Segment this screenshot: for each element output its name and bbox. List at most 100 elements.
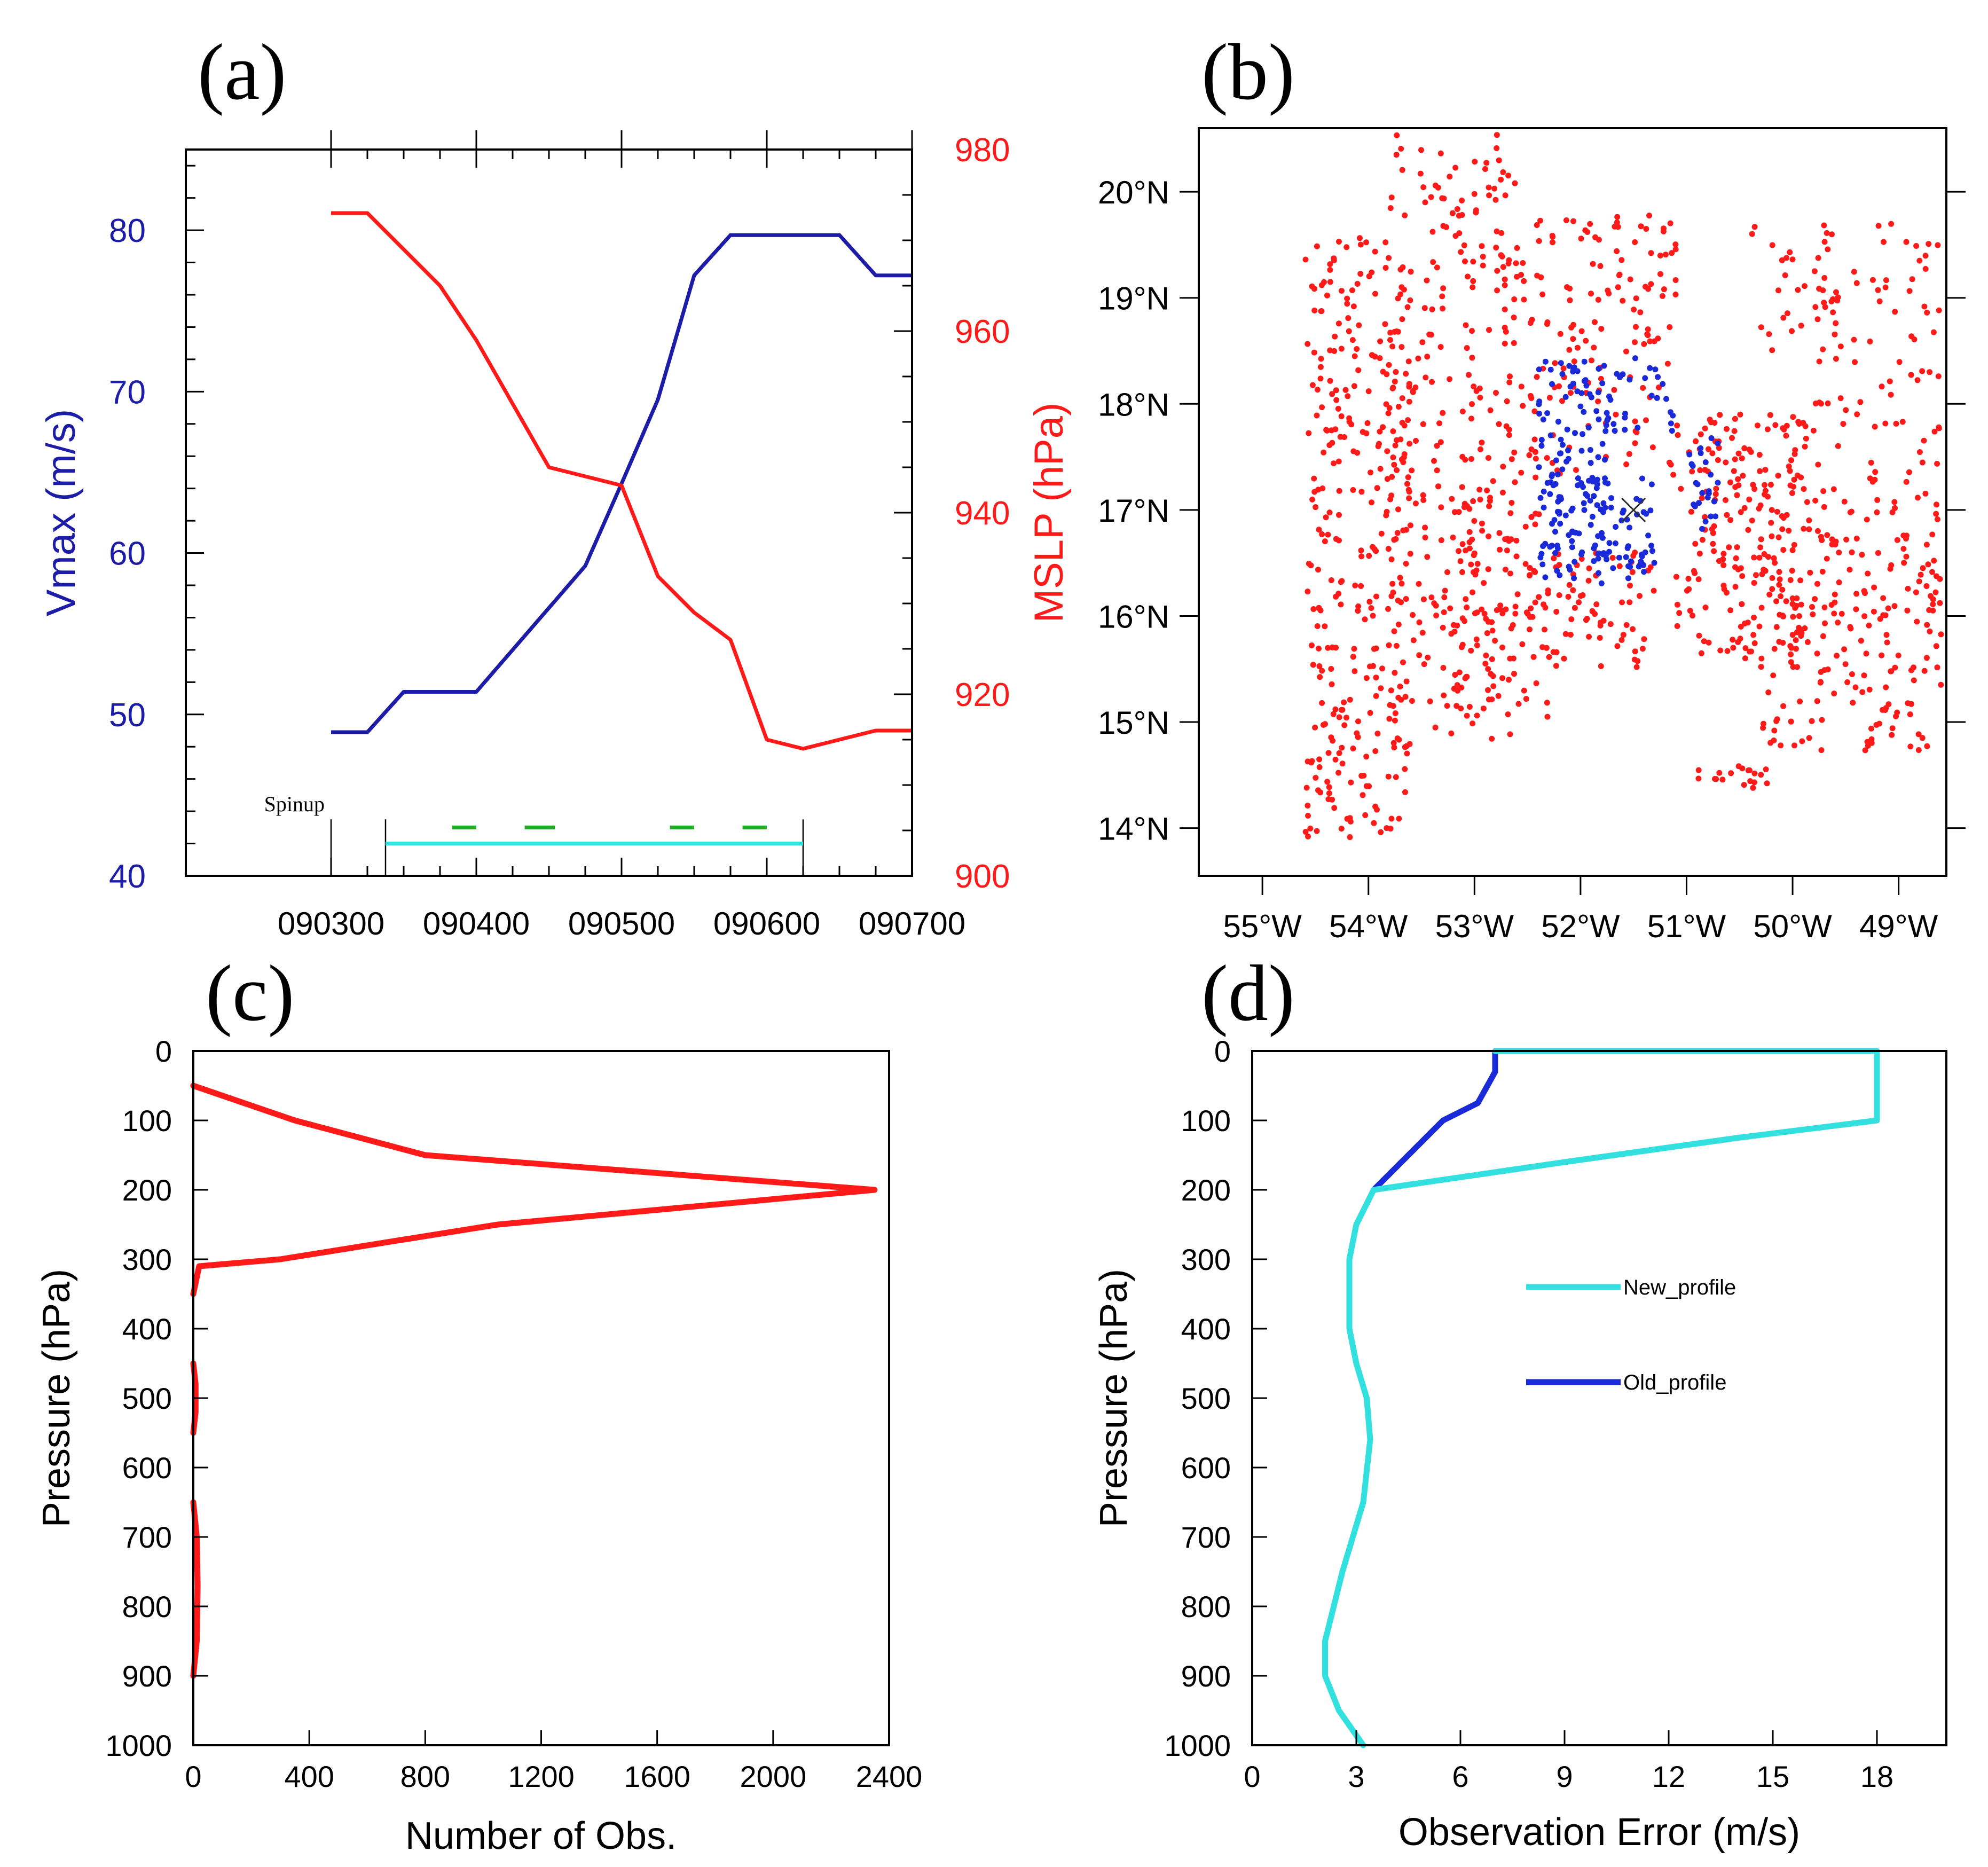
- obs-point: [1407, 297, 1413, 303]
- obs-point: [1647, 338, 1653, 344]
- obs-point: [1498, 176, 1504, 183]
- obs-point: [1388, 815, 1395, 822]
- y2-tick-label: 920: [955, 677, 1010, 713]
- obs-point: [1930, 601, 1936, 608]
- obs-point: [1338, 707, 1345, 713]
- obs-point: [1591, 558, 1597, 564]
- obs-point: [1798, 601, 1804, 608]
- obs-point: [1738, 509, 1744, 515]
- obs-point: [1853, 280, 1860, 286]
- obs-point: [1614, 214, 1621, 220]
- obs-point: [1608, 505, 1614, 511]
- obs-point: [1520, 403, 1526, 409]
- obs-point: [1354, 346, 1360, 352]
- obs-point: [1422, 199, 1428, 206]
- x-tick-label: 2000: [740, 1760, 807, 1793]
- obs-point: [1388, 556, 1395, 562]
- obs-point: [1398, 696, 1404, 703]
- obs-point: [1463, 322, 1469, 328]
- obs-point: [1604, 410, 1610, 416]
- obs-point: [1350, 487, 1356, 493]
- obs-point: [1604, 556, 1610, 562]
- obs-point: [1921, 303, 1928, 310]
- obs-point: [1502, 282, 1508, 288]
- obs-point: [1774, 508, 1780, 515]
- obs-point: [1507, 510, 1514, 516]
- obs-point: [1332, 706, 1339, 712]
- obs-point: [1654, 395, 1660, 401]
- obs-point: [1409, 467, 1415, 474]
- obs-point: [1557, 572, 1563, 578]
- obs-point: [1788, 718, 1794, 725]
- obs-point: [1661, 286, 1667, 293]
- obs-point: [1583, 382, 1590, 389]
- x-tick-label: 0: [185, 1760, 201, 1793]
- obs-point: [1569, 544, 1575, 551]
- obs-point: [1814, 650, 1820, 657]
- obs-point: [1687, 608, 1693, 614]
- obs-point: [1500, 464, 1506, 470]
- obs-point: [1833, 356, 1839, 362]
- obs-point: [1436, 420, 1442, 427]
- obs-point: [1527, 565, 1533, 571]
- obs-point: [1936, 307, 1942, 313]
- obs-point: [1775, 287, 1781, 294]
- obs-point: [1374, 485, 1380, 491]
- obs-point: [1329, 440, 1335, 446]
- obs-point: [1379, 665, 1385, 672]
- y-tick-label: 18°N: [1098, 387, 1169, 422]
- obs-point: [1466, 372, 1472, 378]
- obs-point: [1739, 573, 1746, 579]
- obs-point: [1620, 509, 1626, 516]
- obs-point: [1843, 407, 1849, 413]
- obs-point: [1438, 504, 1444, 511]
- obs-point: [1871, 608, 1877, 615]
- obs-point: [1641, 636, 1647, 642]
- obs-point: [1570, 218, 1576, 224]
- obs-point: [1473, 567, 1480, 574]
- obs-point: [1358, 583, 1364, 589]
- obs-point: [1468, 647, 1474, 654]
- obs-point: [1702, 519, 1709, 524]
- panel-b-axes: 55°W 54°W 53°W 52°W 51°W 50°W 49°W 14°N 15°N 16°N…: [1098, 175, 1966, 944]
- obs-point: [1804, 639, 1811, 645]
- obs-point: [1596, 237, 1602, 243]
- obs-point: [1503, 606, 1509, 613]
- obs-point: [1441, 692, 1447, 699]
- obs-point: [1556, 592, 1562, 598]
- obs-point: [1403, 561, 1409, 567]
- obs-point: [1868, 725, 1874, 732]
- obs-point: [1686, 586, 1692, 592]
- obs-point: [1386, 255, 1392, 261]
- obs-point: [1456, 230, 1463, 237]
- obs-point: [1314, 828, 1320, 834]
- obs-point: [1393, 774, 1399, 780]
- obs-point: [1667, 220, 1673, 226]
- obs-point: [1904, 532, 1910, 539]
- obs-point: [1451, 509, 1458, 515]
- obs-point: [1585, 425, 1592, 431]
- obs-point: [1544, 410, 1551, 417]
- obs-point: [1371, 546, 1378, 552]
- panel-b: (b) 55°W 54°W 53°W 52°W 51°W 50°W 49°W 14°N 15°N…: [1098, 28, 1966, 944]
- x-tick-label: 2400: [856, 1760, 923, 1793]
- obs-point: [1317, 364, 1324, 370]
- obs-point: [1536, 511, 1542, 517]
- obs-point: [1487, 498, 1493, 504]
- obs-point: [1632, 339, 1638, 346]
- obs-point: [1380, 424, 1386, 430]
- obs-point: [1470, 589, 1475, 595]
- obs-point: [1479, 243, 1485, 249]
- obs-point: [1428, 194, 1434, 200]
- obs-point: [1355, 367, 1362, 373]
- obs-point: [1769, 347, 1775, 354]
- obs-point: [1544, 700, 1550, 706]
- obs-point: [1431, 458, 1437, 464]
- obs-point: [1310, 662, 1316, 668]
- obs-point: [1545, 587, 1551, 593]
- obs-point: [1798, 323, 1804, 329]
- obs-point: [1544, 319, 1551, 325]
- obs-point: [1308, 759, 1315, 766]
- obs-point: [1715, 480, 1721, 486]
- obs-point: [1594, 476, 1600, 483]
